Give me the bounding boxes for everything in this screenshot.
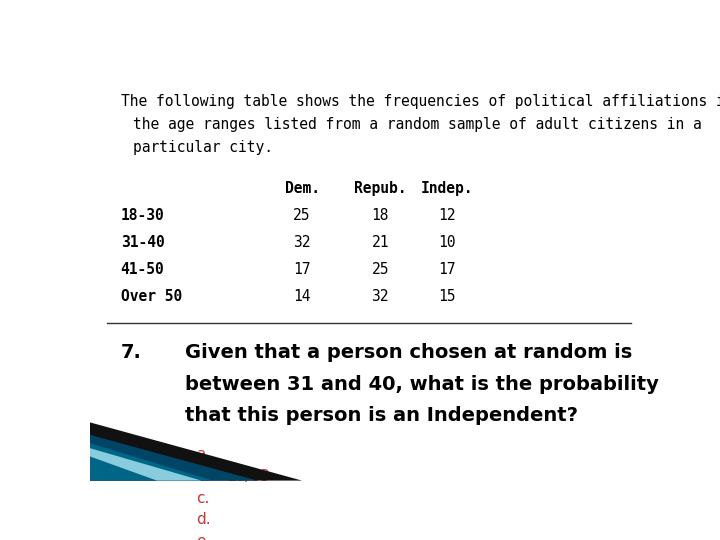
Text: Indep.: Indep. [421,181,473,196]
Text: 21: 21 [372,235,389,250]
Text: 15: 15 [438,289,456,305]
Text: 14: 14 [293,289,311,305]
Text: 41-50: 41-50 [121,262,164,278]
Text: the age ranges listed from a random sample of adult citizens in a: the age ranges listed from a random samp… [133,117,702,132]
Text: that this person is an Independent?: that this person is an Independent? [185,406,578,425]
Text: 18: 18 [372,208,389,223]
Text: 12: 12 [438,208,456,223]
Text: 32: 32 [372,289,389,305]
Text: 31-40: 31-40 [121,235,164,250]
Text: 18-30: 18-30 [121,208,164,223]
Text: Repub.: Repub. [354,181,406,196]
Text: 7.: 7. [121,343,142,362]
Text: Dem.: Dem. [284,181,320,196]
Polygon shape [90,422,302,481]
Text: Given that a person chosen at random is: Given that a person chosen at random is [185,343,632,362]
Text: 10: 10 [438,235,456,250]
Text: Over 50: Over 50 [121,289,182,305]
Polygon shape [90,435,258,481]
Text: a.: a. [196,447,210,462]
Text: 25: 25 [372,262,389,278]
Text: 17: 17 [438,262,456,278]
Text: 17: 17 [293,262,311,278]
Text: e.: e. [196,534,210,540]
Text: 25: 25 [293,208,311,223]
Text: The following table shows the frequencies of political affiliations in: The following table shows the frequencie… [121,94,720,109]
Text: b.: b. [196,469,211,484]
Text: 10/63: 10/63 [227,469,271,484]
Text: c.: c. [196,490,210,505]
Text: particular city.: particular city. [133,140,273,154]
Text: d.: d. [196,512,211,527]
Polygon shape [90,448,202,481]
Polygon shape [90,443,213,481]
Text: 32: 32 [293,235,311,250]
Text: between 31 and 40, what is the probability: between 31 and 40, what is the probabili… [185,375,659,394]
